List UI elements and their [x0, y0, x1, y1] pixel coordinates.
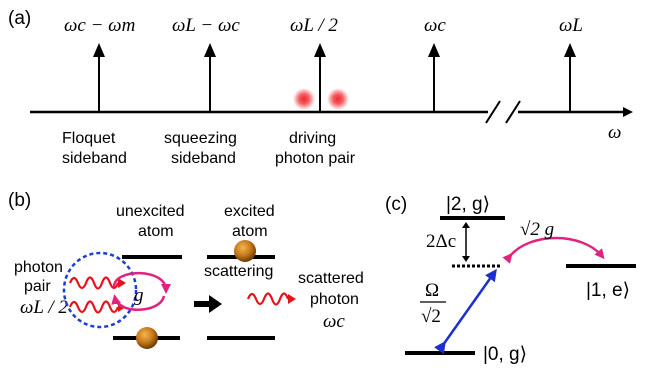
photon-pair-label-line1: photon — [14, 259, 63, 276]
omega-axis-symbol: ω — [608, 122, 621, 143]
floquet-label-line2: sideband — [62, 150, 127, 167]
squeezing-label-line1: squeezing — [164, 130, 237, 147]
freq-label-squeezing: ωL − ωc — [172, 15, 240, 36]
scattered-photon-wave — [246, 292, 296, 306]
atom-ground-ball — [136, 327, 158, 349]
coupling-g-symbol: g — [134, 285, 144, 306]
freq-label-cavity: ωc — [424, 15, 446, 36]
excited-label-line2: atom — [232, 223, 268, 240]
photon-glow-left — [293, 88, 315, 110]
drive-omega-arrow — [434, 268, 497, 355]
detuning-arrowhead-down — [462, 256, 470, 262]
freq-label-driving: ωL / 2 — [290, 15, 338, 36]
photon-pair-label-line2: pair — [24, 278, 51, 295]
scattering-arrow — [194, 295, 222, 313]
freq-label-laser: ωL — [559, 15, 583, 36]
photon-wave-upper — [68, 276, 126, 290]
detuning-arrowhead-up — [462, 222, 470, 228]
scattered-photon-frequency: ωc — [323, 311, 345, 332]
axis-break-mark-right — [505, 100, 521, 124]
scattered-label-line1: scattered — [298, 270, 364, 287]
coupling-sqrt2g-label: √2 g — [520, 219, 554, 240]
unexcited-label-line1: unexcited — [116, 203, 185, 220]
unexcited-label-line2: atom — [138, 223, 174, 240]
rabi-numerator: Ω — [425, 280, 439, 301]
state-0g-label: |0, g⟩ — [483, 344, 527, 365]
panel-c-label: (c) — [385, 194, 407, 215]
coupling-loop-upper — [112, 271, 171, 294]
floquet-label-line1: Floquet — [62, 130, 116, 147]
panel-b-label: (b) — [8, 190, 31, 211]
state-2g-label: |2, g⟩ — [446, 194, 490, 215]
panel-a-label: (a) — [8, 8, 31, 29]
detuning-label: 2Δc — [426, 231, 456, 252]
scattering-label: scattering — [204, 263, 273, 280]
axis-break-mark-left — [485, 100, 501, 124]
driving-label-line2: photon pair — [275, 150, 356, 167]
squeezing-label-line2: sideband — [171, 150, 236, 167]
excited-label-line1: excited — [224, 203, 275, 220]
photon-pair-frequency: ωL / 2 — [20, 297, 68, 318]
coupling-loop-lower — [111, 294, 166, 311]
atom-excited-ball — [234, 240, 256, 262]
photon-glow-right — [327, 88, 349, 110]
state-1e-label: |1, e⟩ — [586, 280, 630, 301]
rabi-denominator: √2 — [421, 306, 441, 327]
coupling-sqrt2g-arrow — [502, 236, 605, 264]
photon-pair-dashed-circle — [62, 251, 138, 329]
scattered-label-line2: photon — [310, 291, 359, 308]
freq-label-floquet: ωc − ωm — [64, 15, 135, 36]
driving-label-line1: driving — [289, 130, 336, 147]
